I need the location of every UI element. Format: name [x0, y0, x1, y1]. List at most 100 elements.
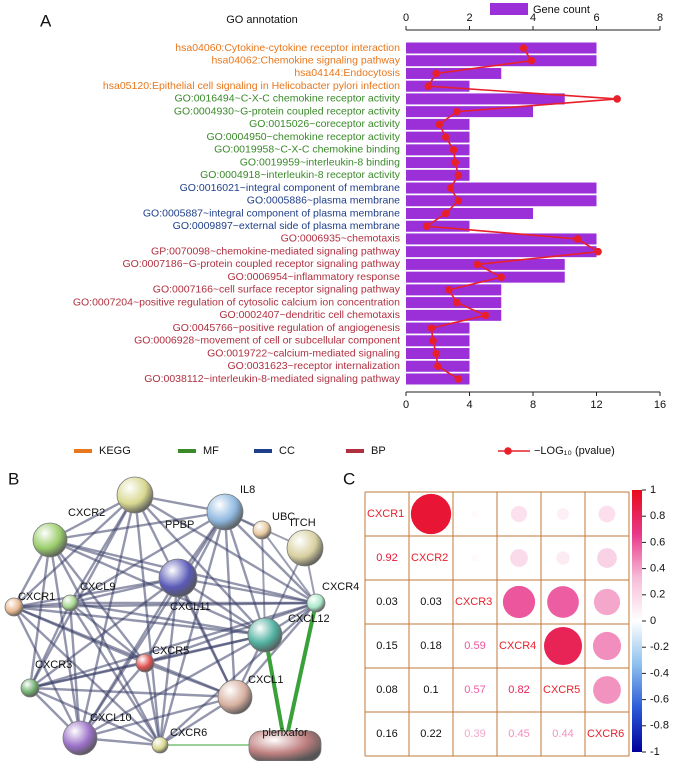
category-label: GO:0019722~calcium-mediated signaling — [207, 347, 400, 359]
corr-circle — [557, 508, 569, 520]
node — [116, 476, 154, 514]
bar — [406, 233, 597, 245]
corr-value: 0.08 — [376, 684, 397, 696]
category-label: GO:0004950~chemokine receptor activity — [207, 131, 401, 143]
corr-circle — [593, 676, 621, 704]
edge — [158, 511, 227, 746]
node-label: CXCR5 — [152, 645, 189, 657]
node — [151, 736, 169, 754]
pvalue-point — [454, 375, 463, 383]
corr-value: 0.82 — [508, 684, 529, 696]
x-tick-label: 0 — [403, 399, 409, 411]
legend-swatch — [504, 447, 512, 455]
category-label: GO:0016021~integral component of membran… — [180, 182, 401, 194]
node-label: UBC — [272, 511, 295, 523]
bar — [406, 42, 597, 54]
category-label: GO:0007166~cell surface receptor signali… — [153, 284, 401, 296]
node — [286, 529, 324, 567]
edge — [263, 634, 287, 746]
x2-tick-label: 6 — [593, 12, 599, 24]
pvalue-point — [435, 120, 444, 129]
edge — [261, 529, 317, 604]
colorbar-tick-label: 0.6 — [650, 536, 665, 548]
category-label: GO:0004918~interleukin-8 receptor activi… — [200, 169, 401, 181]
corr-value: 0.18 — [420, 640, 441, 652]
category-label: GO:0019959~interleukin-8 binding — [240, 156, 400, 168]
corr-value: 0.59 — [464, 640, 485, 652]
corr-value: 0.03 — [376, 596, 397, 608]
corr-value: 0.16 — [376, 728, 397, 740]
node — [62, 720, 98, 756]
node — [32, 522, 68, 558]
category-label: GO:0038112~interleukin-8-mediated signal… — [144, 373, 401, 385]
diagonal-label: CXCR3 — [455, 596, 492, 608]
panel-label: B — [8, 469, 19, 488]
bar — [406, 67, 502, 79]
pvalue-point — [573, 235, 582, 243]
legend-label: KEGG — [99, 445, 131, 457]
bar — [406, 144, 470, 156]
bar — [406, 169, 470, 181]
colorbar — [632, 490, 642, 752]
legend-label: −LOG₁₀ (pvalue) — [534, 445, 615, 457]
category-label: GO:0019958~C-X-C chemokine binding — [214, 144, 400, 156]
edge — [134, 493, 317, 605]
pvalue-point — [451, 158, 460, 167]
node-label: CXCL12 — [288, 613, 330, 625]
corr-circle — [598, 505, 616, 523]
pvalue-point — [453, 298, 461, 307]
edge — [176, 577, 237, 698]
edge — [159, 602, 317, 746]
diagonal-label: CXCR5 — [543, 684, 580, 696]
colorbar-tick-label: -0.2 — [650, 641, 669, 653]
corr-value: 0.39 — [464, 728, 485, 740]
colorbar-tick-label: 0.2 — [650, 589, 665, 601]
corr-circle — [547, 586, 579, 618]
corr-value: 0.15 — [376, 640, 397, 652]
node — [252, 520, 272, 540]
corr-circle — [510, 549, 528, 567]
x2-tick-label: 4 — [530, 12, 536, 24]
edge — [144, 601, 317, 665]
edge — [79, 695, 236, 740]
bar — [406, 258, 565, 270]
node — [306, 593, 326, 613]
corr-circle — [592, 631, 622, 661]
corr-circle — [556, 551, 570, 565]
corr-circle — [471, 554, 479, 562]
pvalue-point — [429, 336, 437, 345]
pvalue-point — [445, 286, 453, 294]
category-label: GP:0070098~chemokine-mediated signaling … — [151, 245, 401, 257]
panel-label: C — [343, 469, 355, 488]
corr-circle — [510, 505, 528, 523]
edge — [234, 602, 317, 698]
legend-label: Gene count — [533, 4, 590, 16]
edge — [49, 539, 146, 664]
pvalue-point — [453, 107, 461, 116]
corr-value: 0.57 — [464, 684, 485, 696]
pvalue-point — [519, 44, 528, 52]
node-label: CXCR3 — [35, 659, 72, 671]
edge — [29, 686, 236, 699]
edge — [69, 601, 266, 637]
edge — [177, 576, 317, 605]
edge — [283, 602, 318, 746]
bar — [406, 284, 502, 296]
bar — [406, 309, 502, 321]
pvalue-point — [497, 273, 506, 281]
category-label: GO:0031623~receptor internalization — [228, 360, 401, 372]
edge — [223, 511, 267, 636]
category-label: hsa05120:Epithelial cell signaling in He… — [103, 80, 400, 92]
node — [4, 597, 24, 617]
pvalue-point — [441, 209, 450, 218]
node-label: CXCR6 — [170, 727, 207, 739]
pvalue-point — [422, 222, 431, 231]
node — [248, 730, 322, 761]
legend-label: CC — [279, 445, 295, 457]
pvalue-point — [454, 171, 463, 180]
colorbar-tick-label: -0.6 — [650, 694, 669, 706]
bar — [406, 335, 470, 347]
bar — [406, 182, 597, 194]
edge — [48, 539, 162, 746]
edge — [133, 494, 162, 746]
